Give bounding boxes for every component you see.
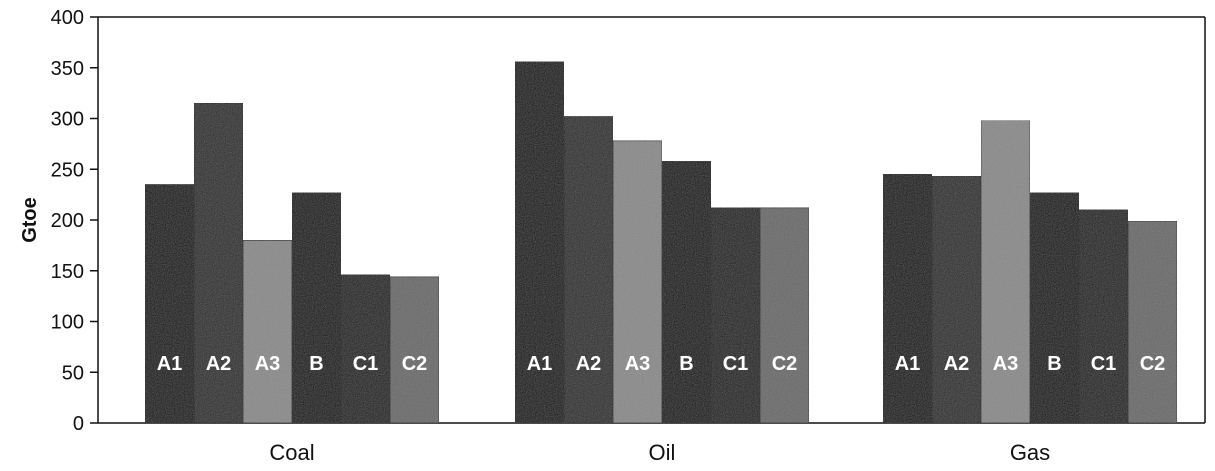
bar-gas-b bbox=[1029, 192, 1080, 424]
bar-coal-a3 bbox=[242, 240, 293, 424]
bar-label-a2: A2 bbox=[576, 353, 602, 375]
category-label-oil: Oil bbox=[649, 440, 676, 465]
bar-label-c1: C1 bbox=[353, 353, 379, 375]
category-label-gas: Gas bbox=[1010, 440, 1050, 465]
y-tick-label: 0 bbox=[73, 413, 84, 435]
bar-label-a3: A3 bbox=[993, 353, 1019, 375]
bar-label-a1: A1 bbox=[157, 353, 183, 375]
bar-label-c2: C2 bbox=[1140, 353, 1166, 375]
bar-coal-b bbox=[291, 192, 342, 424]
y-tick-label: 300 bbox=[51, 109, 84, 131]
bar-gas-c1 bbox=[1078, 209, 1129, 424]
bar-oil-a2 bbox=[563, 116, 614, 424]
bar-coal-c2 bbox=[389, 276, 440, 424]
bar-gas-a2 bbox=[931, 176, 982, 424]
bar-label-c1: C1 bbox=[723, 353, 749, 375]
bar-coal-a1 bbox=[144, 184, 195, 424]
category-label-coal: Coal bbox=[269, 440, 314, 465]
bar-label-a3: A3 bbox=[255, 353, 281, 375]
bar-gas-c2 bbox=[1127, 220, 1178, 424]
bar-label-a2: A2 bbox=[944, 353, 970, 375]
bar-label-c1: C1 bbox=[1091, 353, 1117, 375]
bar-label-c2: C2 bbox=[772, 353, 798, 375]
y-axis-label: Gtoe bbox=[19, 197, 41, 243]
y-tick-label: 50 bbox=[62, 362, 84, 384]
bar-gas-a3 bbox=[980, 120, 1031, 424]
bar-label-b: B bbox=[309, 353, 323, 375]
bar-label-a3: A3 bbox=[625, 353, 651, 375]
bar-coal-a2 bbox=[193, 102, 244, 424]
bar-gas-a1 bbox=[882, 174, 933, 424]
y-tick-label: 150 bbox=[51, 261, 84, 283]
bar-oil-a3 bbox=[612, 140, 663, 424]
bar-label-c2: C2 bbox=[402, 353, 428, 375]
bar-label-b: B bbox=[1047, 353, 1061, 375]
y-tick-label: 350 bbox=[51, 58, 84, 80]
bars bbox=[144, 61, 1178, 424]
y-tick-label: 400 bbox=[51, 7, 84, 29]
bar-label-a2: A2 bbox=[206, 353, 232, 375]
y-tick-label: 250 bbox=[51, 159, 84, 181]
bar-label-a1: A1 bbox=[895, 353, 921, 375]
bar-coal-c1 bbox=[340, 274, 391, 424]
bar-oil-a1 bbox=[514, 61, 565, 424]
y-axis: 0 50 100 150 200 250 300 350 400 bbox=[51, 7, 98, 435]
bar-oil-c1 bbox=[710, 207, 761, 424]
bar-labels: A1 A2 A3 B C1 C2 A1 A2 A3 B C1 C2 A1 A2 A3 B C1 C2 bbox=[157, 353, 1166, 375]
bar-oil-c2 bbox=[759, 207, 810, 424]
x-axis: Coal Oil Gas bbox=[269, 440, 1050, 465]
y-tick-label: 200 bbox=[51, 210, 84, 232]
y-tick-label: 100 bbox=[51, 312, 84, 334]
bar-oil-b bbox=[661, 160, 712, 424]
bar-label-b: B bbox=[679, 353, 693, 375]
bar-label-a1: A1 bbox=[527, 353, 553, 375]
